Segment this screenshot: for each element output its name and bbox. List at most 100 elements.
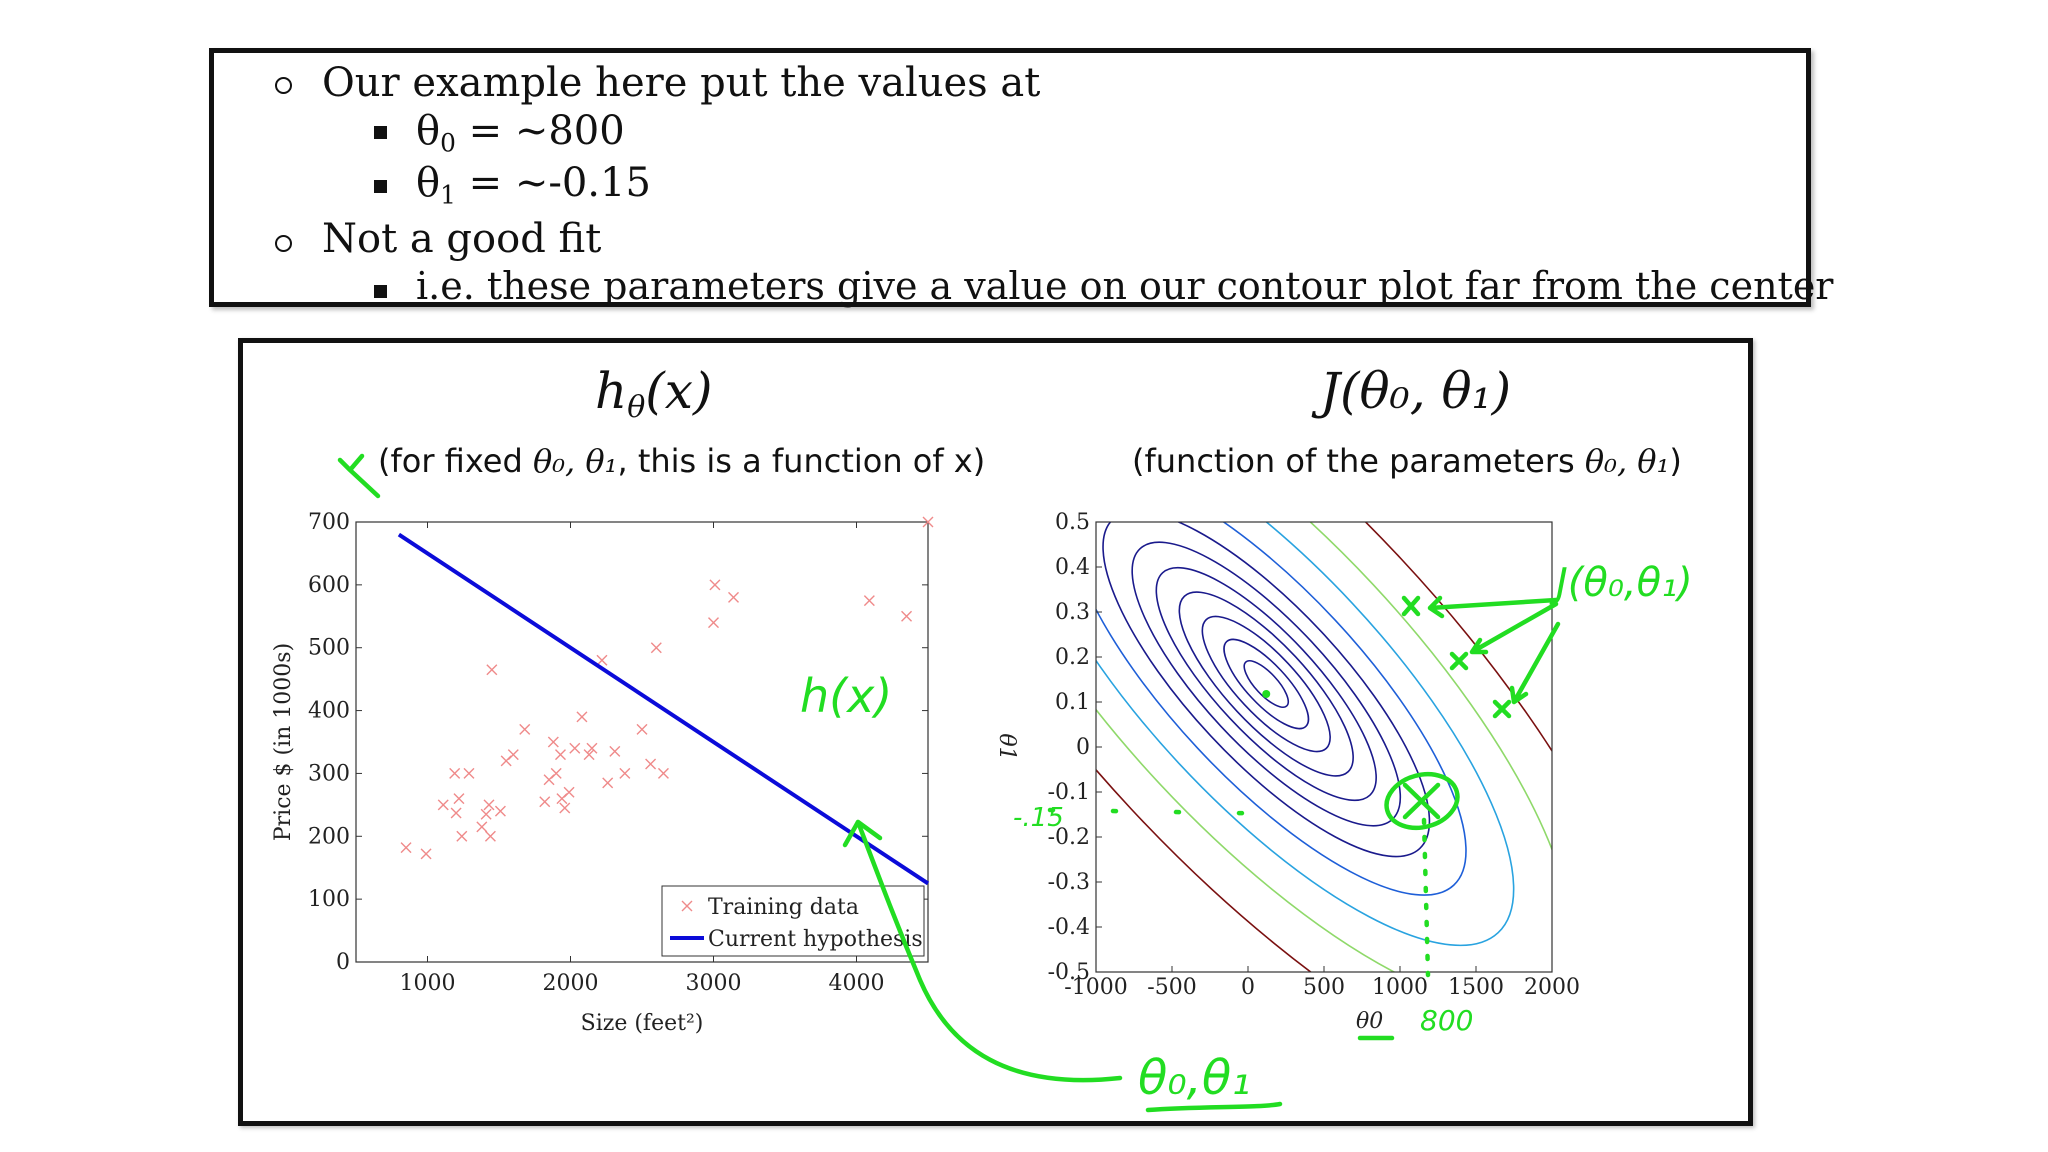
y-tick-label: 0 <box>336 950 350 975</box>
training-point <box>484 830 496 842</box>
subtitle-pre: (for fixed <box>378 442 533 480</box>
title-sub: θ <box>627 390 646 425</box>
theta-subscript: 1 <box>440 180 456 210</box>
x-tick-label: 1500 <box>1448 975 1504 1000</box>
contour-lines <box>1096 522 1552 972</box>
arrow-head-icon <box>842 819 883 848</box>
training-point <box>596 654 608 666</box>
x-tick-label: 4000 <box>829 971 885 996</box>
y-tick-label: 400 <box>308 699 350 724</box>
training-point <box>483 799 495 811</box>
training-point <box>708 617 719 629</box>
y-tick-label: 0 <box>1076 735 1090 760</box>
title-h: h <box>595 362 628 420</box>
contour-ring <box>1096 522 1467 896</box>
right-plot-title: J(θ₀, θ₁) <box>1320 362 1512 420</box>
training-point <box>901 610 913 622</box>
x-tick-label: -500 <box>1147 975 1196 1000</box>
y-tick-label: 0.5 <box>1055 510 1090 535</box>
arrow-icon <box>1427 595 1559 619</box>
training-point <box>476 821 488 833</box>
legend-marker-training <box>681 900 693 912</box>
hypothesis-plot: 1000 2000 3000 4000 0 100 200 300 400 500 600 700 Si… <box>271 510 934 1036</box>
y-tick-label: 100 <box>308 887 350 912</box>
j-label: J(θ₀,θ₁) <box>1549 560 1693 606</box>
minimum-dot <box>1262 690 1271 698</box>
circle-bullet-icon <box>275 77 292 94</box>
notes-line-4: Not a good fit <box>322 216 602 262</box>
training-point <box>619 767 631 779</box>
training-point <box>449 767 461 779</box>
training-point <box>456 830 468 842</box>
training-point <box>602 777 614 789</box>
contour-ring <box>1096 522 1552 972</box>
x-tick-label: 3000 <box>686 971 742 996</box>
training-point <box>657 767 669 779</box>
x-tick-label: 500 <box>1303 975 1345 1000</box>
y-tick-label: 0.4 <box>1055 555 1090 580</box>
contour-ring <box>1243 660 1290 708</box>
left-plot-title: hθ(x) <box>595 362 712 425</box>
subtitle-pre: (function of the parameters <box>1132 442 1585 480</box>
arrow-to-line-icon <box>855 819 1123 1083</box>
contour-ring <box>1178 591 1354 777</box>
y-tick-label: 500 <box>308 636 350 661</box>
training-point <box>486 664 498 676</box>
square-bullet-icon <box>374 180 387 193</box>
hypothesis-line <box>397 532 930 886</box>
training-point <box>559 802 571 814</box>
y-tick-label: -0.5 <box>1048 960 1090 985</box>
cross-mark-icon <box>1401 595 1421 617</box>
contour-ring <box>1223 638 1310 730</box>
x-tick-label: 1000 <box>1372 975 1428 1000</box>
circle-bullet-icon <box>275 235 292 252</box>
arrow-icon <box>1509 621 1561 705</box>
training-point <box>554 749 566 761</box>
subtitle-math: θ₀, θ₁ <box>532 442 618 480</box>
theta-label: θ₀,θ₁ <box>1138 1050 1250 1106</box>
theta0-value: = ~800 <box>468 108 625 154</box>
training-point <box>420 848 432 860</box>
value-800-label: 800 <box>1420 1004 1473 1037</box>
y-tick-label: -0.4 <box>1048 915 1090 940</box>
subtitle-math: θ₀, θ₁ <box>1584 442 1670 480</box>
y-tick-label: 0.1 <box>1055 690 1090 715</box>
theta1-value: = ~-0.15 <box>468 160 651 206</box>
legend-label-hypothesis: Current hypothesis <box>708 927 923 952</box>
x-tick-label: 2000 <box>543 971 599 996</box>
y-tick-label: 0.2 <box>1055 645 1090 670</box>
square-bullet-icon <box>374 285 387 298</box>
training-point <box>583 749 595 761</box>
cost-contour-plot: -1000 -500 0 500 1000 1500 2000 -0.5 -0.4 -0.3 -0.… <box>994 510 1580 1034</box>
theta-subscript: 0 <box>440 128 456 158</box>
theta-symbol: θ <box>416 160 441 206</box>
training-point <box>507 749 519 761</box>
x-tick-label: 1000 <box>400 971 456 996</box>
training-point <box>586 742 598 754</box>
training-point <box>609 745 621 757</box>
cross-mark-icon <box>1492 699 1512 719</box>
training-point <box>450 807 462 819</box>
notes-theta0: θ0 = ~800 <box>416 111 625 156</box>
dotted-marks <box>1047 807 1298 817</box>
title-rest: (x) <box>645 362 713 420</box>
training-point <box>550 767 562 779</box>
training-point <box>519 723 531 735</box>
y-tick-label: -0.3 <box>1048 870 1090 895</box>
arrow-icon <box>1469 601 1559 655</box>
y-axis-label: Price $ (in 1000s) <box>271 643 296 841</box>
check-mark-icon <box>337 453 381 499</box>
training-point <box>453 793 465 805</box>
point-circle-icon <box>1384 771 1460 831</box>
x-axis-label: Size (feet²) <box>581 1011 704 1036</box>
underline-icon <box>1145 1101 1283 1113</box>
right-plot-subtitle: (function of the parameters θ₀, θ₁) <box>1132 442 1682 480</box>
contour-ring <box>1155 566 1377 802</box>
y-axis-label: θ1 <box>994 733 1019 760</box>
training-point <box>728 591 740 603</box>
training-point <box>463 767 475 779</box>
notes-line-1: Our example here put the values at <box>322 60 1041 106</box>
y-tick-label: -0.2 <box>1048 825 1090 850</box>
legend-label-training: Training data <box>708 895 859 920</box>
